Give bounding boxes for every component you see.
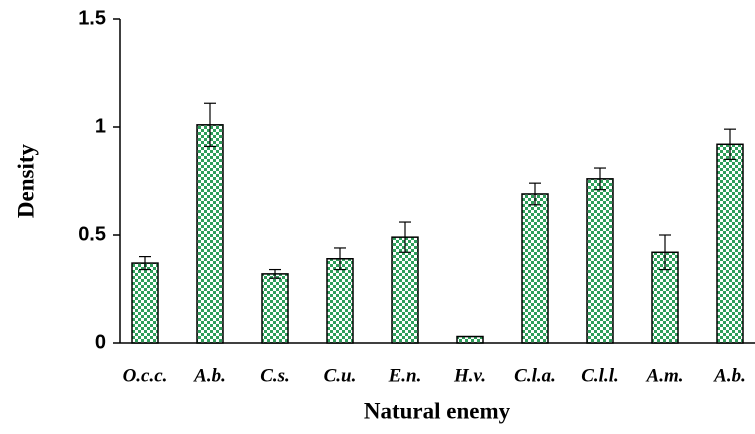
- error-bar: [659, 234, 671, 271]
- error-bar: [269, 268, 281, 279]
- error-bar: [399, 221, 411, 253]
- bar: [196, 124, 224, 344]
- x-tick-label: E.n.: [388, 365, 422, 386]
- x-tick-label: O.c.c.: [123, 365, 168, 386]
- bar: [131, 262, 159, 344]
- bar: [456, 335, 484, 344]
- x-tick-label: C.l.l.: [581, 365, 618, 386]
- error-bar: [594, 167, 606, 191]
- bar: [586, 178, 614, 344]
- x-tick-label: A.b.: [193, 365, 226, 386]
- y-tick-label: 1: [95, 115, 106, 137]
- error-bar: [204, 102, 216, 148]
- x-tick-label: C.s.: [260, 365, 290, 386]
- error-bar: [529, 182, 541, 206]
- x-tick-label: A.b.: [713, 365, 746, 386]
- y-tick-label: 0.5: [78, 223, 106, 245]
- y-tick-label: 0: [95, 331, 106, 353]
- bar: [391, 236, 419, 344]
- error-bar: [334, 247, 346, 271]
- error-bar: [724, 128, 736, 160]
- x-axis-title: Natural enemy: [364, 398, 511, 423]
- bar: [261, 273, 289, 344]
- x-tick-label: C.u.: [324, 365, 357, 386]
- x-tick-label: H.v.: [453, 365, 486, 386]
- y-tick-label: 1.5: [78, 7, 106, 29]
- bar: [716, 143, 744, 344]
- x-tick-label: C.l.a.: [514, 365, 556, 386]
- x-tick-label: A.m.: [646, 365, 684, 386]
- y-axis-title: Density: [13, 143, 38, 218]
- bar: [326, 258, 354, 344]
- error-bar: [139, 256, 151, 271]
- bar: [521, 193, 549, 344]
